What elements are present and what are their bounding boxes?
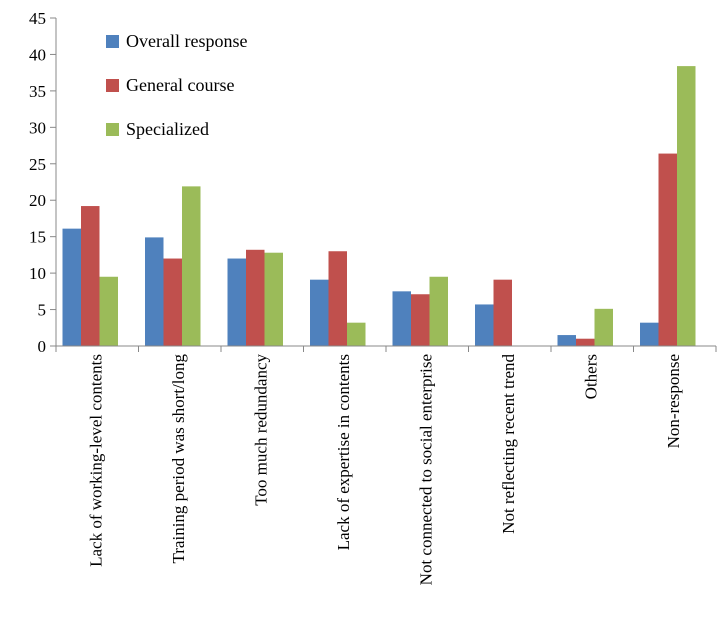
- bar: [62, 228, 81, 346]
- bar: [227, 258, 246, 346]
- bar: [182, 186, 201, 346]
- bar: [145, 237, 164, 346]
- bar: [429, 276, 448, 346]
- bar: [557, 335, 576, 346]
- legend-label: Overall response: [126, 31, 247, 51]
- bar: [99, 276, 118, 346]
- bar: [640, 322, 659, 346]
- bar: [475, 304, 494, 346]
- category-label: Others: [581, 354, 600, 399]
- bar: [392, 291, 411, 346]
- bar: [81, 206, 100, 346]
- category-label: Too much redundancy: [251, 354, 270, 506]
- bar: [328, 251, 347, 346]
- category-label: Lack of working-level contents: [86, 354, 105, 567]
- bars: [62, 66, 696, 347]
- y-tick-label: 25: [29, 155, 46, 174]
- bar: [163, 258, 182, 346]
- y-tick-label: 0: [38, 337, 47, 356]
- y-tick-label: 45: [29, 9, 46, 28]
- bar: [411, 294, 430, 346]
- y-tick-label: 40: [29, 45, 46, 64]
- legend-swatch: [106, 79, 119, 92]
- category-label: Non-response: [664, 354, 683, 448]
- legend-swatch: [106, 123, 119, 136]
- bar: [310, 279, 329, 346]
- bar: [594, 308, 613, 346]
- category-label: Not reflecting recent trend: [499, 354, 518, 534]
- y-tick-label: 15: [29, 228, 46, 247]
- y-axis: 0 5 10 15 20 25 30 35 40 45: [29, 9, 57, 356]
- legend-label: Specialized: [126, 119, 209, 139]
- category-label: Not connected to social enterprise: [416, 354, 435, 585]
- bar: [677, 66, 696, 347]
- legend-swatch: [106, 35, 119, 48]
- bar: [658, 153, 677, 346]
- bar: [576, 338, 595, 346]
- x-axis: Lack of working-level contents Training p…: [55, 345, 717, 585]
- y-tick-label: 35: [29, 82, 46, 101]
- y-tick-label: 5: [38, 301, 47, 320]
- bar: [347, 322, 366, 346]
- category-label: Lack of expertise in contents: [334, 354, 353, 550]
- legend-label: General course: [126, 75, 234, 95]
- legend: Overall response General course Specialize…: [106, 31, 247, 139]
- y-tick-label: 30: [29, 118, 46, 137]
- y-tick-label: 20: [29, 191, 46, 210]
- bar: [264, 252, 283, 346]
- category-label: Training period was short/long: [169, 354, 188, 564]
- y-tick-label: 10: [29, 264, 46, 283]
- bar: [493, 279, 512, 346]
- bar: [246, 249, 265, 346]
